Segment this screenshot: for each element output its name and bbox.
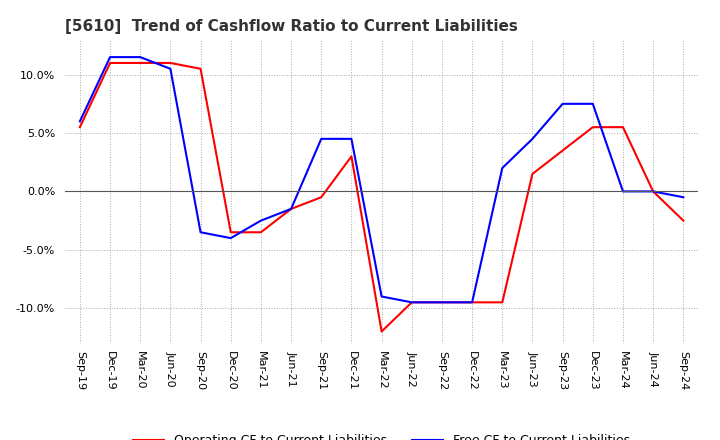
Operating CF to Current Liabilities [438,300,446,305]
Text: [5610]  Trend of Cashflow Ratio to Current Liabilities: [5610] Trend of Cashflow Ratio to Curren… [65,19,518,34]
Free CF to Current Liabilities [618,189,627,194]
Free CF to Current Liabilities [468,300,477,305]
Operating CF to Current Liabilities [106,60,114,66]
Free CF to Current Liabilities [317,136,325,142]
Operating CF to Current Liabilities [76,125,84,130]
Line: Operating CF to Current Liabilities: Operating CF to Current Liabilities [80,63,683,331]
Operating CF to Current Liabilities [588,125,597,130]
Operating CF to Current Liabilities [618,125,627,130]
Operating CF to Current Liabilities [226,230,235,235]
Free CF to Current Liabilities [226,235,235,241]
Operating CF to Current Liabilities [649,189,657,194]
Free CF to Current Liabilities [76,119,84,124]
Operating CF to Current Liabilities [287,206,295,212]
Operating CF to Current Liabilities [317,194,325,200]
Free CF to Current Liabilities [136,55,145,60]
Free CF to Current Liabilities [649,189,657,194]
Free CF to Current Liabilities [197,230,205,235]
Free CF to Current Liabilities [558,101,567,106]
Operating CF to Current Liabilities [347,154,356,159]
Free CF to Current Liabilities [408,300,416,305]
Free CF to Current Liabilities [528,136,537,142]
Operating CF to Current Liabilities [166,60,175,66]
Free CF to Current Liabilities [347,136,356,142]
Operating CF to Current Liabilities [528,171,537,176]
Operating CF to Current Liabilities [408,300,416,305]
Operating CF to Current Liabilities [377,329,386,334]
Operating CF to Current Liabilities [468,300,477,305]
Free CF to Current Liabilities [256,218,265,223]
Free CF to Current Liabilities [588,101,597,106]
Operating CF to Current Liabilities [136,60,145,66]
Free CF to Current Liabilities [438,300,446,305]
Legend: Operating CF to Current Liabilities, Free CF to Current Liabilities: Operating CF to Current Liabilities, Fre… [127,429,636,440]
Free CF to Current Liabilities [106,55,114,60]
Free CF to Current Liabilities [166,66,175,71]
Operating CF to Current Liabilities [197,66,205,71]
Operating CF to Current Liabilities [498,300,507,305]
Operating CF to Current Liabilities [679,218,688,223]
Operating CF to Current Liabilities [256,230,265,235]
Free CF to Current Liabilities [679,194,688,200]
Line: Free CF to Current Liabilities: Free CF to Current Liabilities [80,57,683,302]
Free CF to Current Liabilities [287,206,295,212]
Free CF to Current Liabilities [498,165,507,171]
Free CF to Current Liabilities [377,294,386,299]
Operating CF to Current Liabilities [558,148,567,153]
